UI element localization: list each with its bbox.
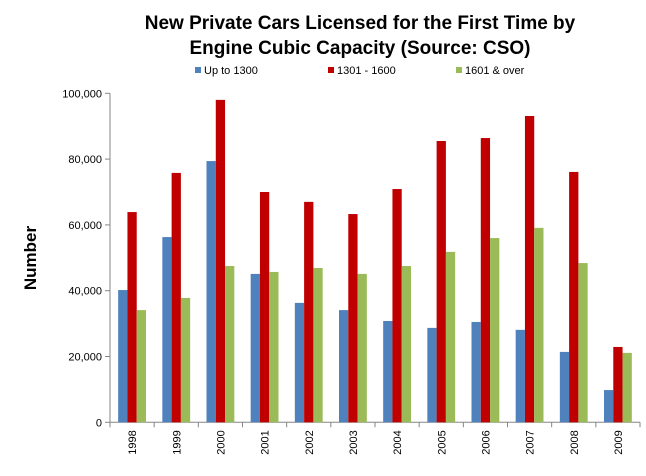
legend-label: 1601 & over <box>465 65 525 77</box>
x-tick-label: 1999 <box>171 430 183 454</box>
bars <box>118 99 632 423</box>
bar-up-to-1300-2003 <box>339 310 349 423</box>
x-tick-label: 2008 <box>569 430 581 454</box>
legend: Up to 1300 1301 - 1600 1601 & over <box>195 65 525 77</box>
x-tick-label: 2007 <box>525 430 537 454</box>
bar-up-to-1300-2000 <box>206 161 216 423</box>
bar-1601-over-2003 <box>357 273 367 423</box>
bar-1301-1600-2005 <box>436 141 446 423</box>
bar-up-to-1300-2002 <box>294 302 305 423</box>
x-tick-label: 2001 <box>260 430 272 454</box>
y-tick-label: 20,000 <box>68 352 102 364</box>
legend-label: 1301 - 1600 <box>337 65 396 77</box>
bar-1601-over-1998 <box>136 310 146 423</box>
bar-1301-1600-2002 <box>304 201 314 423</box>
x-tick-label: 2003 <box>348 430 360 454</box>
bar-1601-over-2000 <box>225 266 235 423</box>
legend-label: Up to 1300 <box>204 65 258 77</box>
y-axis-label: Number <box>21 226 40 291</box>
y-tick-label: 40,000 <box>68 286 102 298</box>
x-tick-label: 2004 <box>392 430 404 454</box>
bar-1301-1600-2008 <box>569 171 579 423</box>
bar-up-to-1300-1998 <box>118 290 128 423</box>
bar-up-to-1300-2008 <box>559 351 570 423</box>
bar-1601-over-2009 <box>622 352 632 423</box>
x-tick-label: 1998 <box>127 430 139 454</box>
bar-up-to-1300-2005 <box>427 327 437 423</box>
y-tick-label: 100,000 <box>62 88 102 100</box>
legend-swatch <box>195 67 201 73</box>
x-tick-label: 2002 <box>304 430 316 454</box>
chart-title-line-2: Engine Cubic Capacity (Source: CSO) <box>190 38 531 59</box>
bar-up-to-1300-2007 <box>515 329 525 423</box>
bar-1601-over-1999 <box>180 297 191 423</box>
x-tick-label: 2006 <box>480 430 492 454</box>
x-tick-label: 2000 <box>215 430 227 454</box>
chart-title-line-1: New Private Cars Licensed for the First … <box>145 13 576 34</box>
y-tick-label: 60,000 <box>68 220 102 232</box>
bar-1601-over-2002 <box>313 267 323 423</box>
bar-1301-1600-2003 <box>348 214 358 423</box>
bar-up-to-1300-2009 <box>604 390 614 423</box>
bar-1301-1600-2000 <box>215 99 226 423</box>
bar-1301-1600-2006 <box>480 138 491 423</box>
x-tick-label: 2009 <box>613 430 625 454</box>
bar-1301-1600-2004 <box>392 189 402 423</box>
bar-up-to-1300-2001 <box>250 273 260 423</box>
bar-1601-over-2008 <box>578 263 588 423</box>
bar-1601-over-2005 <box>445 251 456 423</box>
bar-1301-1600-2007 <box>524 116 535 423</box>
bar-1301-1600-1999 <box>171 172 181 423</box>
bar-1301-1600-2001 <box>259 192 270 423</box>
x-tick-label: 2005 <box>436 430 448 454</box>
y-tick-label: 80,000 <box>68 154 102 166</box>
bar-up-to-1300-2004 <box>383 320 393 423</box>
axes: 0 20,000 40,000 60,000 80,000 100,000 1998 1999… <box>62 88 641 455</box>
bar-1601-over-2007 <box>534 227 544 423</box>
bar-1601-over-2006 <box>490 238 500 423</box>
bar-1601-over-2001 <box>269 271 279 423</box>
bar-1601-over-2004 <box>401 266 411 423</box>
legend-swatch <box>456 67 462 73</box>
bar-1301-1600-1998 <box>127 212 137 423</box>
legend-swatch <box>328 67 334 73</box>
bar-up-to-1300-1999 <box>162 237 172 423</box>
y-tick-label: 0 <box>96 417 102 429</box>
bar-up-to-1300-2006 <box>471 321 481 423</box>
bar-1301-1600-2009 <box>613 346 623 423</box>
